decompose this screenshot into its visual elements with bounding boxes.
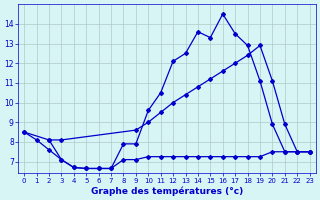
X-axis label: Graphe des températures (°c): Graphe des températures (°c) <box>91 186 243 196</box>
